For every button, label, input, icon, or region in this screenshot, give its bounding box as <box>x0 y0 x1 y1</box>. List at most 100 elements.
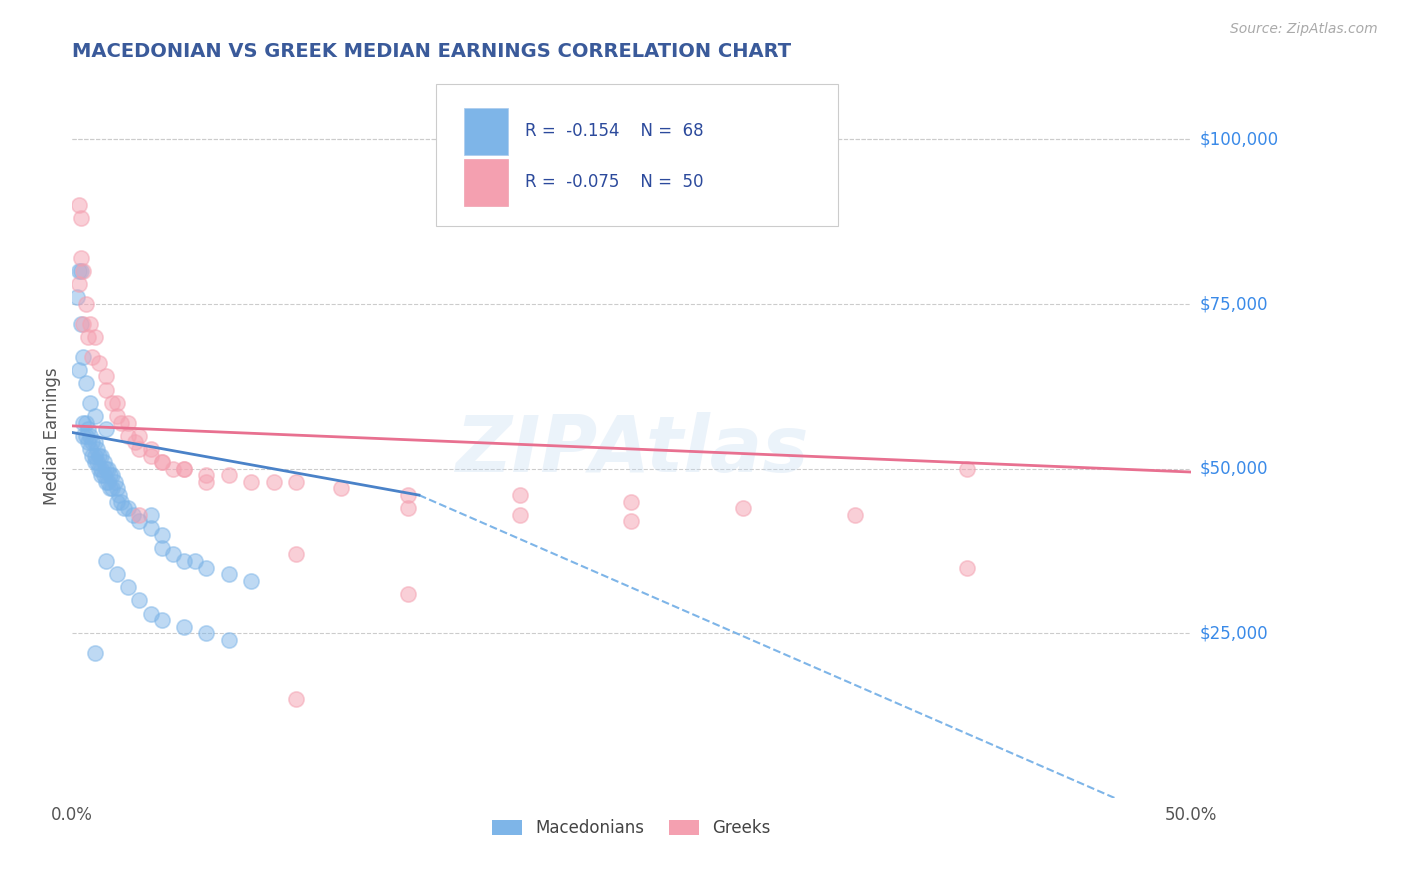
Point <box>263 475 285 489</box>
Point <box>72 264 94 278</box>
Point <box>139 521 162 535</box>
Point <box>93 455 115 469</box>
Point <box>139 449 162 463</box>
Point <box>844 508 866 522</box>
Point <box>97 475 120 489</box>
Point <box>77 330 100 344</box>
Point <box>284 692 307 706</box>
Point <box>83 455 105 469</box>
Point <box>124 435 146 450</box>
Point <box>509 488 531 502</box>
Point <box>956 560 979 574</box>
Point <box>70 251 93 265</box>
Point <box>67 264 90 278</box>
Point <box>94 369 117 384</box>
Point <box>121 508 143 522</box>
Point <box>105 409 128 423</box>
Point <box>90 449 112 463</box>
Point <box>101 396 124 410</box>
Point <box>150 455 173 469</box>
Point <box>79 317 101 331</box>
Point <box>67 277 90 292</box>
Text: Source: ZipAtlas.com: Source: ZipAtlas.com <box>1230 22 1378 37</box>
FancyBboxPatch shape <box>464 108 509 155</box>
Point <box>97 461 120 475</box>
Point <box>66 290 89 304</box>
Point <box>70 317 93 331</box>
Point <box>150 613 173 627</box>
Point <box>72 429 94 443</box>
Point <box>150 541 173 555</box>
Point <box>87 356 110 370</box>
Point <box>98 482 121 496</box>
Point <box>86 442 108 456</box>
Point <box>90 461 112 475</box>
Point <box>173 620 195 634</box>
Legend: Macedonians, Greeks: Macedonians, Greeks <box>485 813 778 844</box>
Text: $100,000: $100,000 <box>1199 130 1278 148</box>
Point <box>110 416 132 430</box>
Point <box>218 633 240 648</box>
Point <box>396 488 419 502</box>
Point <box>117 501 139 516</box>
Point <box>509 508 531 522</box>
Point <box>75 416 97 430</box>
Point <box>128 429 150 443</box>
Point <box>150 527 173 541</box>
Point <box>70 264 93 278</box>
Point <box>162 547 184 561</box>
Point <box>240 574 263 588</box>
Point <box>82 435 104 450</box>
Point <box>94 554 117 568</box>
Point <box>82 350 104 364</box>
Point <box>184 554 207 568</box>
Point <box>173 461 195 475</box>
Point <box>218 468 240 483</box>
Text: MACEDONIAN VS GREEK MEDIAN EARNINGS CORRELATION CHART: MACEDONIAN VS GREEK MEDIAN EARNINGS CORR… <box>72 42 792 61</box>
Point <box>98 468 121 483</box>
Text: ZIPAtlas: ZIPAtlas <box>454 412 808 488</box>
Point <box>101 468 124 483</box>
Point <box>82 449 104 463</box>
Point <box>128 442 150 456</box>
Text: $75,000: $75,000 <box>1199 295 1268 313</box>
Point <box>105 567 128 582</box>
Point <box>112 501 135 516</box>
Point <box>77 435 100 450</box>
Point <box>108 488 131 502</box>
Point <box>87 461 110 475</box>
Point <box>75 376 97 390</box>
Point <box>117 580 139 594</box>
Point <box>79 442 101 456</box>
Point <box>70 211 93 226</box>
Point <box>79 396 101 410</box>
Point <box>240 475 263 489</box>
Point <box>329 482 352 496</box>
Point <box>75 429 97 443</box>
Point <box>94 461 117 475</box>
Point <box>128 593 150 607</box>
Point <box>195 560 218 574</box>
Point <box>139 607 162 621</box>
Point <box>162 461 184 475</box>
Point <box>90 468 112 483</box>
Point <box>128 508 150 522</box>
Point <box>218 567 240 582</box>
Point <box>72 416 94 430</box>
FancyBboxPatch shape <box>436 85 838 226</box>
Point <box>83 449 105 463</box>
Point <box>86 455 108 469</box>
Point <box>105 482 128 496</box>
Point <box>94 422 117 436</box>
Point <box>173 554 195 568</box>
Point <box>150 455 173 469</box>
Point <box>620 515 643 529</box>
Point <box>396 587 419 601</box>
Point <box>93 468 115 483</box>
Text: R =  -0.154    N =  68: R = -0.154 N = 68 <box>526 122 704 140</box>
Point <box>77 422 100 436</box>
Point <box>173 461 195 475</box>
Text: $50,000: $50,000 <box>1199 459 1268 478</box>
Point <box>195 468 218 483</box>
Point <box>139 508 162 522</box>
